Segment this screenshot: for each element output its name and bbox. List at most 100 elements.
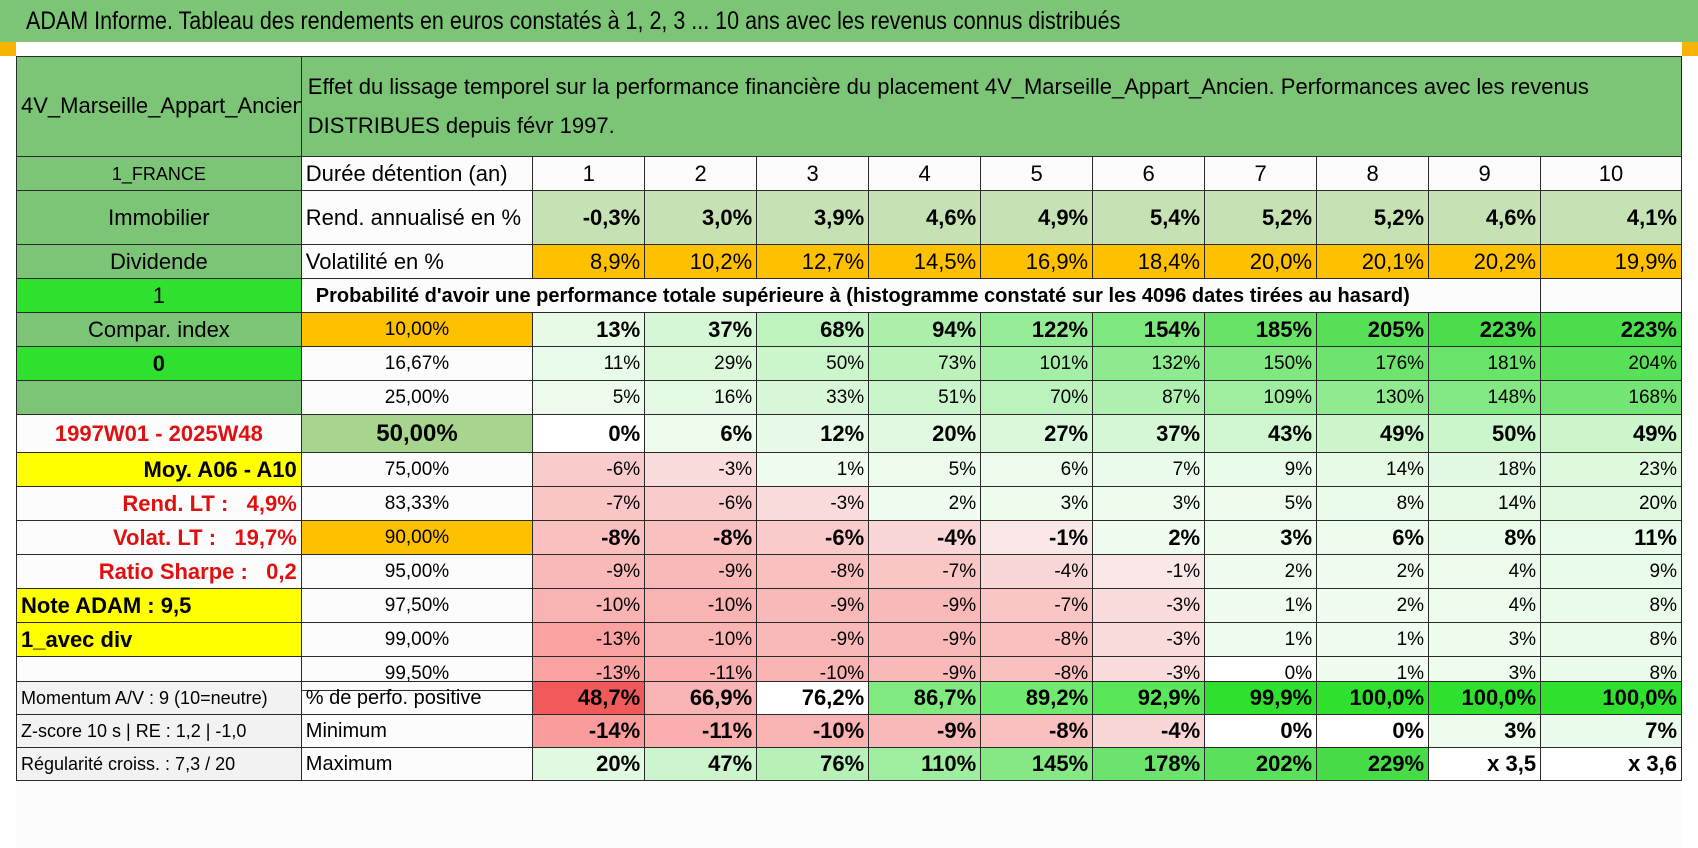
probability-value: -9% [868, 622, 982, 657]
probability-value: 130% [1316, 380, 1430, 415]
probability-value: 8% [1540, 622, 1682, 657]
prob-title: Probabilité d'avoir une performance tota… [300, 278, 1429, 313]
empty-cell [1428, 278, 1542, 313]
probability-value: 1% [756, 452, 870, 487]
probability-value: 6% [644, 414, 758, 453]
summary-value: 145% [980, 747, 1094, 781]
probability-value: 11% [532, 346, 646, 381]
probability-threshold: 50,00% [300, 414, 534, 453]
summary-value: 47% [644, 747, 758, 781]
rend-value: 4,9% [980, 190, 1094, 245]
summary-left-label: Régularité croiss. : 7,3 / 20 [16, 747, 302, 781]
summary-value: -4% [1092, 714, 1206, 748]
probability-value: -6% [756, 520, 870, 555]
probability-value: -9% [532, 554, 646, 589]
probability-value: 3% [980, 486, 1094, 521]
probability-value: -8% [980, 622, 1094, 657]
probability-value: 1% [1204, 622, 1318, 657]
year-header: 3 [756, 156, 870, 191]
probability-value: 109% [1204, 380, 1318, 415]
vol-value: 14,5% [868, 244, 982, 279]
rend-value: 5,4% [1092, 190, 1206, 245]
vol-value: 20,0% [1204, 244, 1318, 279]
duration-label: Durée détention (an) [300, 156, 534, 191]
probability-value: 20% [868, 414, 982, 453]
probability-value: 223% [1428, 312, 1542, 347]
rend-value: 5,2% [1204, 190, 1318, 245]
vol-value: 16,9% [980, 244, 1094, 279]
probability-value: 43% [1204, 414, 1318, 453]
probability-value: -1% [1092, 554, 1206, 589]
summary-value: 20% [532, 747, 646, 781]
probability-value: 27% [980, 414, 1094, 453]
rend-value: 4,1% [1540, 190, 1682, 245]
duration-row: 1_FRANCE Durée détention (an) 1 2 3 4 5 6 7 8 9 10 [16, 156, 1682, 191]
probability-value: 49% [1540, 414, 1682, 453]
probability-value: 20% [1540, 486, 1682, 521]
probability-value: -13% [532, 622, 646, 657]
summary-value: 92,9% [1092, 681, 1206, 715]
vol-value: 20,1% [1316, 244, 1430, 279]
summary-row: Régularité croiss. : 7,3 / 20 Maximum 20% 4… [16, 747, 1682, 781]
summary-value: 76,2% [756, 681, 870, 715]
summary-value: 76% [756, 747, 870, 781]
rend-value: 4,6% [1428, 190, 1542, 245]
summary-value: 89,2% [980, 681, 1094, 715]
probability-value: 16% [644, 380, 758, 415]
summary-value: 48,7% [532, 681, 646, 715]
rend-label: Rend. annualisé en % [300, 190, 534, 245]
probability-value: 23% [1540, 452, 1682, 487]
summary-label: % de perfo. positive [300, 681, 534, 715]
prob-row: 1_avec div 99,00% -13% -10% -9% -9% -8% -3% 1% 1%… [16, 622, 1682, 657]
rend-value: -0,3% [532, 190, 646, 245]
probability-value: 2% [1316, 554, 1430, 589]
probability-value: 6% [980, 452, 1094, 487]
probability-value: 148% [1428, 380, 1542, 415]
summary-value: 178% [1092, 747, 1206, 781]
probability-threshold: 75,00% [300, 452, 534, 487]
rend-lt-label: Rend. LT : 4,9% [16, 486, 302, 521]
year-header: 10 [1540, 156, 1682, 191]
prob-row: 0 16,67% 11% 29% 50% 73% 101% 132% 150% 176% 181% 2… [16, 346, 1682, 381]
probability-value: 14% [1316, 452, 1430, 487]
sheet-marker-right [1682, 42, 1698, 56]
report-sheet: 4V_Marseille_Appart_Ancien Effet du lissa… [16, 56, 1683, 848]
prob-row: Compar. index 10,00% 13% 37% 68% 94% 122% 154% 1… [16, 312, 1682, 347]
probability-threshold: 83,33% [300, 486, 534, 521]
probability-value: 9% [1204, 452, 1318, 487]
rend-value: 5,2% [1316, 190, 1430, 245]
summary-value: 202% [1204, 747, 1318, 781]
year-header: 8 [1316, 156, 1430, 191]
probability-value: -10% [644, 622, 758, 657]
summary-value: 100,0% [1316, 681, 1430, 715]
probability-value: 37% [1092, 414, 1206, 453]
probability-value: 18% [1428, 452, 1542, 487]
probability-value: 176% [1316, 346, 1430, 381]
probability-value: 37% [644, 312, 758, 347]
summary-value: -14% [532, 714, 646, 748]
probability-value: 4% [1428, 554, 1542, 589]
probability-value: 2% [1316, 588, 1430, 623]
summary-value: -11% [644, 714, 758, 748]
probability-value: -3% [644, 452, 758, 487]
probability-value: -8% [644, 520, 758, 555]
summary-value: 7% [1540, 714, 1682, 748]
probability-value: -9% [644, 554, 758, 589]
type-label: Dividende [16, 244, 302, 279]
probability-value: 3% [1204, 520, 1318, 555]
probability-value: 5% [532, 380, 646, 415]
probability-value: 3% [1092, 486, 1206, 521]
probability-threshold: 97,50% [300, 588, 534, 623]
vol-value: 20,2% [1428, 244, 1542, 279]
rend-value: 3,9% [756, 190, 870, 245]
mode-label: 1_avec div [16, 622, 302, 657]
probability-threshold: 16,67% [300, 346, 534, 381]
summary-row: Momentum A/V : 9 (10=neutre)% de perfo. … [16, 681, 1682, 715]
category-label: Immobilier [16, 190, 302, 245]
vol-value: 19,9% [1540, 244, 1682, 279]
probability-value: -6% [532, 452, 646, 487]
sheet-marker-left [0, 42, 16, 56]
vol-row: Dividende Volatilité en % 8,9% 10,2% 12,7% 14… [16, 244, 1682, 279]
probability-value: 2% [868, 486, 982, 521]
probability-value: 50% [756, 346, 870, 381]
